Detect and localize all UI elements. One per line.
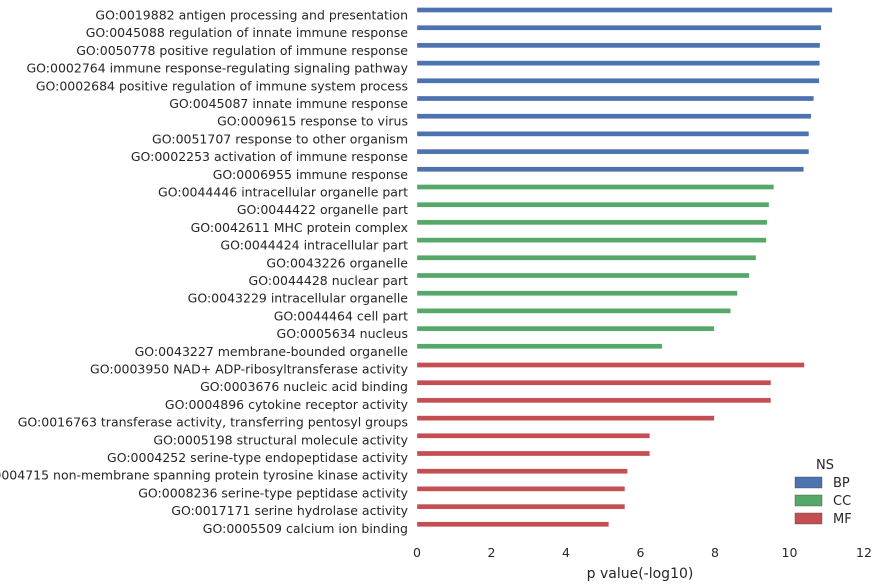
y-tick-label: GO:0042611 MHC protein complex <box>191 220 408 235</box>
y-tick-label: GO:0043229 intracellular organelle <box>188 291 409 306</box>
legend-label-cc: CC <box>833 494 851 509</box>
bar-cc <box>416 255 757 261</box>
bar-cc <box>416 202 770 208</box>
bar-bp <box>416 131 810 137</box>
y-tick-label: GO:0045087 innate immune response <box>169 96 408 111</box>
y-tick-label: GO:0043227 membrane-bounded organelle <box>135 344 409 359</box>
y-tick-label: GO:0002684 positive regulation of immune… <box>36 78 408 93</box>
bar-mf <box>416 433 650 439</box>
bar-mf <box>416 521 609 527</box>
y-tick-label: GO:0044428 nuclear part <box>249 273 409 288</box>
legend-label-bp: BP <box>833 476 850 491</box>
x-tick-label: 8 <box>711 545 719 560</box>
y-tick-label: GO:0004252 serine-type endopeptidase act… <box>107 450 409 465</box>
y-tick-label: GO:0006955 immune response <box>213 167 409 182</box>
x-tick-label: 0 <box>413 545 421 560</box>
y-tick-label: GO:0003950 NAD+ ADP-ribosyltransferase a… <box>90 362 409 377</box>
bar-mf <box>416 450 650 457</box>
legend-items: BP CC MF <box>794 476 852 527</box>
x-tick-label: 12 <box>856 545 872 560</box>
y-tick-label: GO:0043226 organelle <box>266 255 408 270</box>
y-tick-label: GO:0050778 positive regulation of immune… <box>76 43 408 58</box>
bar-mf <box>416 486 626 492</box>
legend-title: NS <box>816 458 834 473</box>
bar-cc <box>416 219 768 226</box>
y-tick-label: GO:0002764 immune response-regulating si… <box>26 61 408 76</box>
legend-swatch-cc <box>794 494 823 507</box>
x-tick-label: 4 <box>562 545 570 560</box>
bar-bp <box>416 78 820 84</box>
bar-mf <box>416 415 715 421</box>
y-tick-label: GO:0017171 serine hydrolase activity <box>171 503 408 518</box>
legend: NS BP CC MF <box>794 458 852 527</box>
y-tick-label: GO:0009615 response to virus <box>217 114 408 129</box>
bar-cc <box>416 343 663 349</box>
x-tick-labels: 0 2 4 6 8 10 12 <box>413 545 872 560</box>
y-tick-label: GO:0004896 cytokine receptor activity <box>165 397 409 412</box>
bar-mf <box>416 397 772 404</box>
y-tick-label: GO:0045088 regulation of innate immune r… <box>86 25 409 40</box>
y-tick-label: GO:0044446 intracellular organelle part <box>158 185 408 200</box>
y-tick-labels: GO:0019882 antigen processing and presen… <box>0 8 409 536</box>
bar-cc <box>416 237 767 243</box>
x-axis-label: p value(-log10) <box>587 566 694 582</box>
bar-cc <box>416 290 738 296</box>
bar-mf <box>416 468 628 474</box>
bar-bp <box>416 166 804 172</box>
y-tick-label: GO:0051707 response to other organism <box>152 131 408 146</box>
bar-bp <box>416 95 814 102</box>
legend-swatch-bp <box>794 476 823 489</box>
x-tick-label: 10 <box>782 545 798 560</box>
y-tick-label: GO:0005198 structural molecule activity <box>153 432 408 447</box>
bar-bp <box>416 42 821 49</box>
y-tick-label: GO:0005509 calcium ion binding <box>203 521 408 536</box>
y-tick-label: GO:0044464 cell part <box>274 308 408 323</box>
bar-bp <box>416 148 810 155</box>
y-tick-label: GO:0003676 nucleic acid binding <box>200 379 408 394</box>
y-tick-label: GO:0019882 antigen processing and presen… <box>95 8 408 23</box>
bar-mf <box>416 503 626 510</box>
y-tick-label: GO:0002253 activation of immune response <box>131 149 408 164</box>
bar-cc <box>416 272 750 279</box>
bar-cc <box>416 325 715 332</box>
bar-bp <box>416 25 822 31</box>
bar-mf <box>416 362 805 368</box>
y-tick-label: GO:0044424 intracellular part <box>220 238 408 253</box>
bar-cc <box>416 184 775 190</box>
y-tick-label: GO:0044422 organelle part <box>237 202 408 217</box>
x-tick-label: 6 <box>637 545 645 560</box>
y-tick-label: GO:0004715 non-membrane spanning protein… <box>0 468 409 483</box>
bar-bp <box>416 7 833 13</box>
legend-label-mf: MF <box>833 512 852 527</box>
bars-layer <box>416 7 833 527</box>
y-tick-label: GO:0016763 transferase activity, transfe… <box>18 415 408 430</box>
legend-swatch-mf <box>794 512 823 525</box>
y-tick-label: GO:0008236 serine-type peptidase activit… <box>138 485 408 500</box>
bar-bp <box>416 60 820 66</box>
bar-mf <box>416 380 772 386</box>
y-tick-label: GO:0005634 nucleus <box>277 326 408 341</box>
bar-bp <box>416 113 812 119</box>
bar-cc <box>416 308 731 314</box>
x-tick-label: 2 <box>488 545 496 560</box>
